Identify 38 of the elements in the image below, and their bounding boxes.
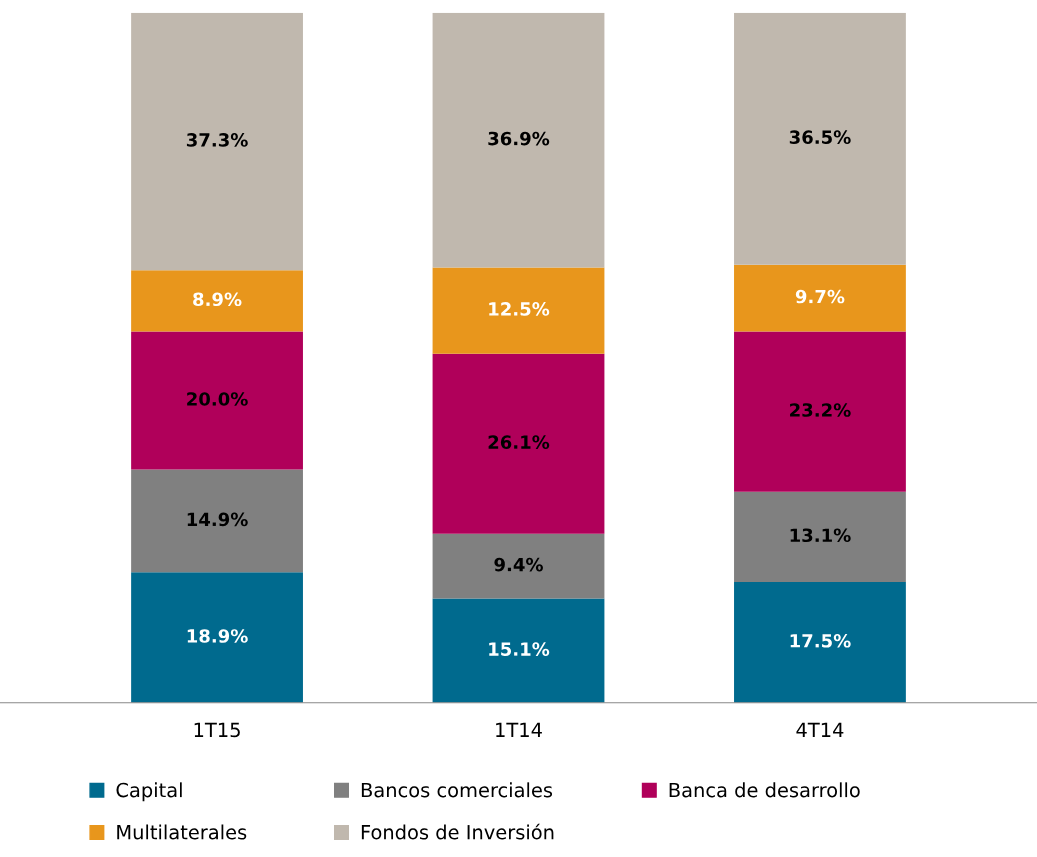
bar bbox=[131, 270, 303, 332]
x-tick-label: 4T14 bbox=[796, 722, 844, 737]
legend-label: Capital bbox=[116, 782, 182, 802]
data-label: 15.1% bbox=[489, 642, 550, 656]
data-label: 8.9% bbox=[193, 292, 242, 307]
legend-label: Fondos de Inversión bbox=[361, 823, 554, 840]
data-label: 9.4% bbox=[494, 557, 543, 572]
data-label: 9.7% bbox=[795, 289, 845, 304]
data-label: 18.9% bbox=[187, 629, 248, 643]
bar bbox=[432, 12, 605, 268]
legend-label: Multilaterales bbox=[117, 824, 247, 840]
data-label: 26.1% bbox=[488, 435, 550, 449]
bar bbox=[131, 572, 303, 703]
data-label: 17.5% bbox=[790, 633, 851, 648]
bar bbox=[432, 533, 605, 599]
bar bbox=[734, 264, 906, 332]
data-label: 20.0% bbox=[187, 392, 248, 406]
bar bbox=[131, 469, 303, 573]
bar bbox=[734, 582, 906, 703]
data-label: 36.9% bbox=[488, 131, 550, 146]
bar bbox=[432, 598, 605, 703]
data-label: 23.2% bbox=[790, 403, 851, 417]
x-tick-label: 1T15 bbox=[194, 722, 240, 738]
data-label: 37.3% bbox=[186, 133, 248, 147]
data-label: 14.9% bbox=[187, 512, 248, 527]
bar bbox=[131, 331, 303, 470]
legend-label: Bancos comerciales bbox=[361, 782, 553, 798]
bar bbox=[734, 331, 906, 492]
x-tick-label: 1T14 bbox=[496, 722, 542, 737]
bar bbox=[432, 267, 605, 354]
data-label: 12.5% bbox=[489, 302, 550, 316]
bar bbox=[734, 12, 906, 265]
data-label: 13.1% bbox=[790, 528, 851, 543]
legend-label: Banca de desarrollo bbox=[669, 782, 860, 798]
bar bbox=[131, 12, 303, 271]
bar bbox=[432, 353, 605, 534]
data-label: 36.5% bbox=[789, 130, 851, 144]
bar bbox=[734, 491, 906, 583]
